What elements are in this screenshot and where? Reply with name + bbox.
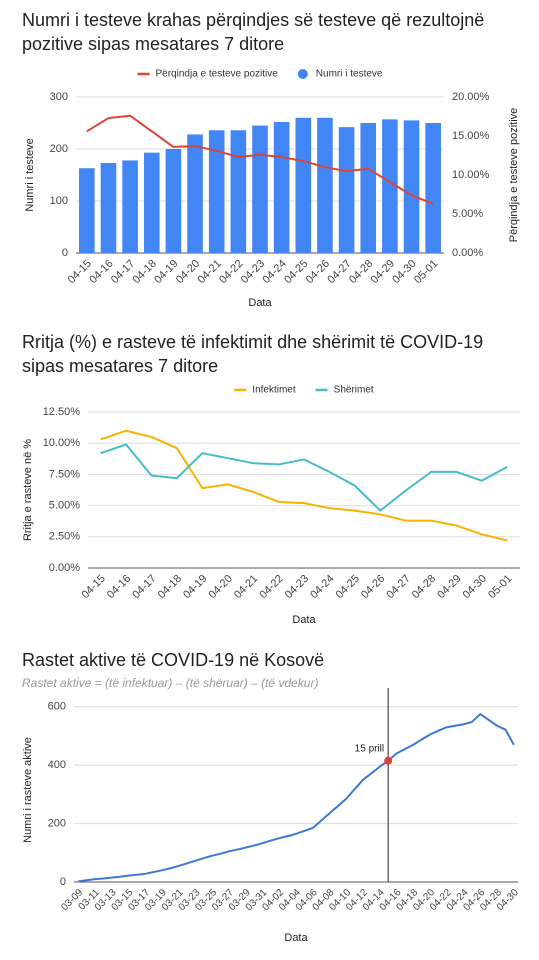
line	[100, 429, 508, 542]
x-tick-label: 04-25	[334, 573, 362, 601]
y2-axis-title: Përqindja e testeve pozitive	[508, 108, 520, 243]
chart: 0 100 200 300 0.00% 5.00% 10.00% 15.00% 20.00% 04…	[24, 69, 520, 309]
x-tick-label: 04-28	[410, 573, 438, 601]
chart: 0.00%2.50%5.00%7.50%10.00%12.50%04-1504-…	[22, 385, 520, 626]
y2-tick-label: 0.00%	[452, 247, 483, 259]
x-tick-label: 04-22	[257, 573, 285, 601]
x-tick-label: 04-19	[152, 258, 180, 286]
x-tick-label: 04-17	[109, 258, 137, 286]
y-tick-label: 300	[50, 91, 68, 103]
chart-title: Rastet aktive të COVID-19 në Kosovë	[22, 650, 325, 670]
x-tick-label: 04-27	[384, 573, 412, 601]
legend-label: Shërimet	[334, 385, 374, 396]
x-tick-label: 04-18	[131, 258, 159, 286]
y-tick-label: 10.00%	[43, 437, 81, 449]
x-tick-label: 04-29	[369, 258, 397, 286]
bar	[317, 117, 333, 253]
annotation-point	[384, 756, 393, 765]
x-tick-label: 04-16	[87, 258, 115, 286]
y2-tick-label: 15.00%	[452, 130, 490, 142]
bar	[143, 152, 160, 253]
x-tick-label: 04-15	[79, 573, 107, 601]
line	[86, 114, 434, 205]
x-tick-label: 04-29	[435, 573, 463, 601]
y2-tick-label: 5.00%	[452, 208, 483, 220]
bar	[425, 123, 441, 253]
line	[100, 443, 508, 512]
y-tick-label: 200	[50, 143, 68, 155]
y-tick-label: 2.50%	[49, 531, 80, 543]
y-tick-label: 100	[50, 195, 68, 207]
x-tick-label: 04-17	[130, 573, 158, 601]
x-tick-label: 04-18	[156, 573, 184, 601]
x-axis-title: Data	[284, 932, 308, 944]
y-tick-label: 0.00%	[49, 562, 80, 574]
chart: 020040060003-0903-1103-1303-1503-1703-19…	[22, 688, 521, 944]
bar	[230, 130, 247, 253]
x-tick-label: 04-27	[325, 258, 353, 286]
y-tick-label: 5.00%	[49, 500, 80, 512]
chart-subtitle: Rastet aktive = (të infektuar) – (të shë…	[22, 676, 319, 690]
bar	[122, 160, 138, 253]
x-tick-label: 04-15	[66, 258, 94, 286]
line	[78, 713, 515, 883]
bar	[403, 120, 420, 254]
annotation-label: 15 prill	[355, 743, 384, 754]
x-tick-label: 04-26	[359, 573, 387, 601]
x-tick-label: 04-22	[217, 258, 245, 286]
x-tick-label: 04-21	[195, 258, 223, 286]
x-tick-label: 04-20	[207, 573, 235, 601]
legend: Infektimet Shërimet	[234, 385, 374, 396]
bar	[338, 127, 355, 253]
bar	[208, 130, 225, 253]
x-tick-label: 04-20	[174, 258, 202, 286]
x-axis-title: Data	[248, 297, 272, 309]
legend-label: Numri i testeve	[316, 69, 383, 80]
bar	[100, 163, 117, 253]
y2-tick-label: 10.00%	[452, 169, 490, 181]
x-axis-title: Data	[292, 614, 316, 626]
bar	[295, 117, 312, 253]
y2-tick-label: 20.00%	[452, 91, 490, 103]
x-tick-label: 04-25	[282, 258, 310, 286]
bar	[165, 149, 182, 253]
y-tick-label: 0	[60, 876, 66, 888]
legend-symbol	[297, 69, 308, 79]
x-tick-label: 04-24	[260, 258, 288, 286]
y-tick-label: 200	[48, 817, 66, 829]
x-tick-label: 05-01	[486, 573, 514, 601]
bar	[273, 121, 290, 254]
x-tick-label: 04-26	[304, 258, 332, 286]
legend: Përqindja e testeve pozitive Numri i test…	[137, 69, 383, 80]
x-tick-label: 04-23	[283, 573, 311, 601]
y-tick-label: 7.50%	[49, 468, 80, 480]
chart-title: Rritja (%) e rasteve të infektimit dhe s…	[22, 332, 484, 376]
y-axis-title: Numri i rasteve aktive	[22, 737, 34, 843]
x-tick-label: 04-28	[347, 258, 375, 286]
legend-label: Infektimet	[252, 385, 296, 396]
x-tick-label: 04-23	[239, 258, 267, 286]
x-tick-label: 04-16	[105, 573, 133, 601]
legend-label: Përqindja e testeve pozitive	[156, 69, 279, 80]
x-tick-label: 05-01	[412, 258, 440, 286]
x-tick-label: 04-30	[390, 258, 418, 286]
x-tick-label: 04-21	[232, 573, 260, 601]
bar	[252, 125, 268, 253]
x-tick-label: 04-30	[461, 573, 489, 601]
y-axis-title: Rritja e rasteve në %	[22, 439, 34, 541]
chart-title: Numri i testeve krahas përqindjes së tes…	[22, 10, 485, 54]
bar	[79, 168, 95, 253]
y-tick-label: 0	[62, 247, 68, 259]
y-tick-label: 600	[48, 701, 66, 713]
bar	[187, 134, 203, 253]
x-tick-label: 04-19	[181, 573, 209, 601]
bar	[360, 123, 377, 253]
bar	[382, 119, 398, 253]
x-tick-label: 04-24	[308, 573, 336, 601]
y-tick-label: 400	[48, 759, 66, 771]
y-tick-label: 12.50%	[43, 406, 81, 418]
y-axis-title: Numri i testeve	[24, 138, 36, 211]
